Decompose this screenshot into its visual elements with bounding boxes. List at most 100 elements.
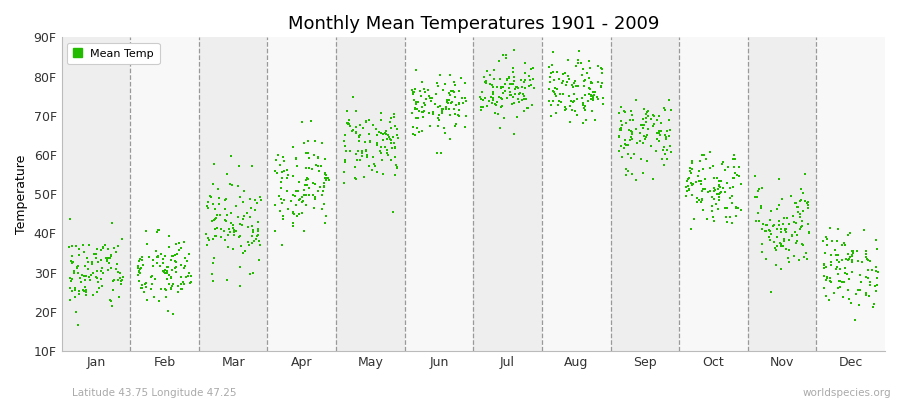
Point <box>159 268 174 274</box>
Point <box>772 218 787 224</box>
Point <box>406 131 420 137</box>
Point <box>212 195 227 201</box>
Point <box>657 132 671 138</box>
Point <box>506 80 520 87</box>
Point <box>224 220 238 226</box>
Point <box>104 252 118 259</box>
Point <box>140 228 154 234</box>
Point <box>494 104 508 110</box>
Point <box>275 212 290 219</box>
Point <box>817 250 832 256</box>
Point <box>175 286 189 292</box>
Point <box>152 298 166 304</box>
Point <box>584 93 598 99</box>
Point <box>689 179 704 185</box>
Point <box>654 128 669 135</box>
Point <box>796 254 811 260</box>
Point <box>696 186 710 192</box>
Point <box>310 162 325 169</box>
Point <box>300 165 314 172</box>
Point <box>81 242 95 248</box>
Point <box>619 166 634 172</box>
Point <box>101 246 115 252</box>
Point <box>585 108 599 114</box>
Point <box>286 209 301 215</box>
Point <box>288 193 302 199</box>
Point <box>86 270 101 276</box>
Point <box>341 117 356 124</box>
Point <box>550 86 564 92</box>
Point <box>151 254 166 261</box>
Point <box>842 256 856 263</box>
Point <box>637 122 652 128</box>
Point <box>591 79 606 85</box>
Point <box>347 164 362 170</box>
Point <box>241 242 256 248</box>
Point <box>434 150 448 156</box>
Point <box>506 64 520 71</box>
Point <box>748 193 762 200</box>
Point <box>290 163 304 169</box>
Point <box>483 72 498 78</box>
Point <box>835 242 850 248</box>
Point <box>300 182 314 188</box>
Point <box>526 76 540 83</box>
Point <box>360 154 374 160</box>
Point <box>449 121 464 128</box>
Point <box>289 202 303 209</box>
Point <box>486 97 500 104</box>
Point <box>478 95 492 102</box>
Point <box>734 207 748 213</box>
Point <box>390 164 404 170</box>
Point <box>73 275 87 282</box>
Point <box>289 188 303 194</box>
Point <box>550 69 564 75</box>
Point <box>546 69 561 76</box>
Point <box>793 211 807 218</box>
Point <box>183 280 197 286</box>
Point <box>63 216 77 222</box>
Point <box>788 240 803 246</box>
Point <box>388 172 402 178</box>
Point <box>238 247 253 254</box>
Point <box>275 216 290 222</box>
Point <box>823 275 837 281</box>
Point <box>724 200 739 206</box>
Point <box>113 274 128 281</box>
Point <box>294 119 309 126</box>
Point <box>639 111 653 117</box>
Point <box>100 257 114 264</box>
Point <box>65 242 79 249</box>
Point <box>848 317 862 323</box>
Point <box>659 134 673 140</box>
Point <box>451 112 465 118</box>
Point <box>578 103 592 109</box>
Point <box>832 284 847 291</box>
Point <box>222 180 237 187</box>
Point <box>558 107 572 113</box>
Point <box>340 108 355 115</box>
Point <box>494 84 508 90</box>
Point <box>499 52 513 58</box>
Point <box>78 284 93 291</box>
Point <box>447 123 462 129</box>
Point <box>624 128 638 135</box>
Point <box>488 110 502 117</box>
Point <box>542 86 556 92</box>
Point <box>689 195 704 201</box>
Point <box>778 226 793 232</box>
Point <box>817 272 832 279</box>
Point <box>753 205 768 211</box>
Point <box>200 242 214 248</box>
Point <box>353 122 367 128</box>
Point <box>370 132 384 138</box>
Point <box>132 270 147 276</box>
Point <box>107 276 122 283</box>
Point <box>568 108 582 115</box>
Point <box>613 127 627 133</box>
Point <box>162 244 176 250</box>
Point <box>751 188 765 194</box>
Point <box>432 116 446 123</box>
Point <box>103 296 117 303</box>
Point <box>411 98 426 105</box>
